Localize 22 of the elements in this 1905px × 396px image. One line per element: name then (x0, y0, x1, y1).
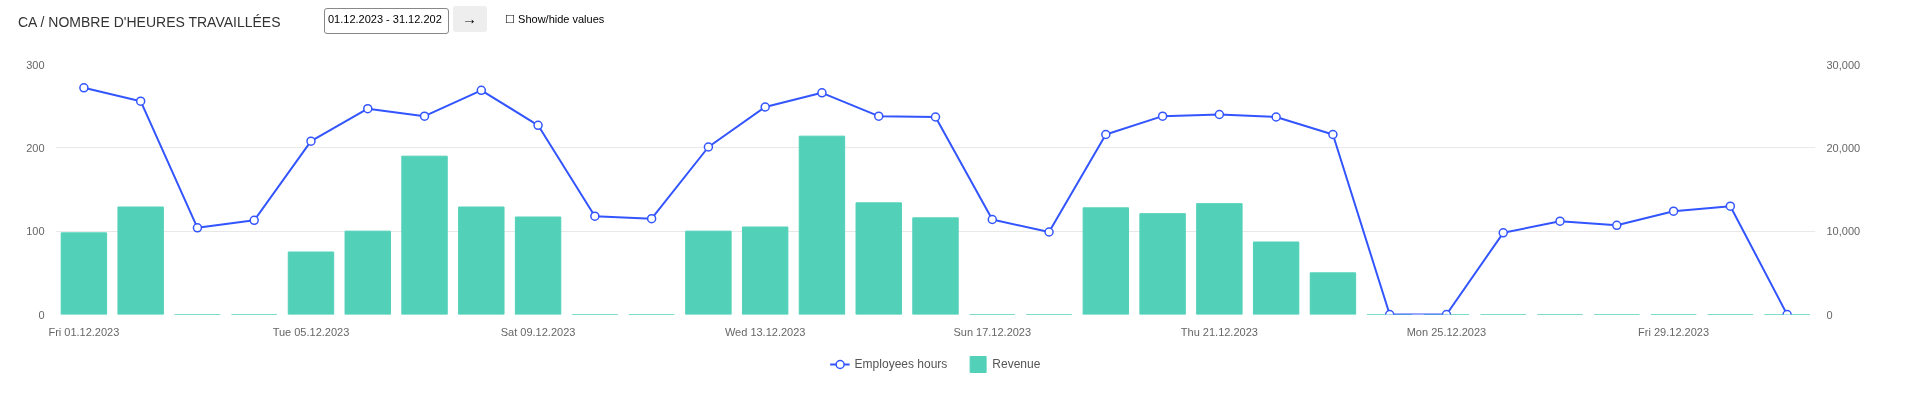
x-tick-label: Sun 17.12.2023 (953, 325, 1032, 338)
y-tick-label: 0 (38, 308, 45, 321)
y2-tick-label: 10,000 (1826, 225, 1861, 238)
x-tick-label: Fri 01.12.2023 (48, 325, 120, 338)
y2-tick-label: 0 (1826, 308, 1833, 321)
y-tick-label: 300 (26, 58, 45, 71)
legend-label: Employees hours (854, 357, 948, 371)
text: ☐ Show/hide values (505, 12, 605, 27)
x-tick-label: Mon 25.12.2023 (1406, 325, 1487, 338)
y2-tick-label: 30,000 (1826, 58, 1861, 71)
x-tick-label: Tue 05.12.2023 (272, 325, 350, 338)
x-tick-label: Sat 09.12.2023 (500, 325, 576, 338)
x-tick-label: Thu 21.12.2023 (1180, 325, 1258, 338)
x-tick-label: Wed 13.12.2023 (724, 325, 806, 338)
legend-label: Revenue (992, 357, 1041, 371)
chart-title: CA / NOMBRE D'HEURES TRAVAILLÉES (18, 13, 281, 32)
y-tick-label: 100 (26, 225, 45, 238)
x-tick-label: Fri 29.12.2023 (1638, 325, 1710, 338)
y-tick-label: 200 (26, 141, 45, 154)
text: 01.12.2023 - 31.12.202 (328, 12, 442, 27)
text: → (462, 9, 477, 29)
y2-tick-label: 20,000 (1826, 141, 1861, 154)
